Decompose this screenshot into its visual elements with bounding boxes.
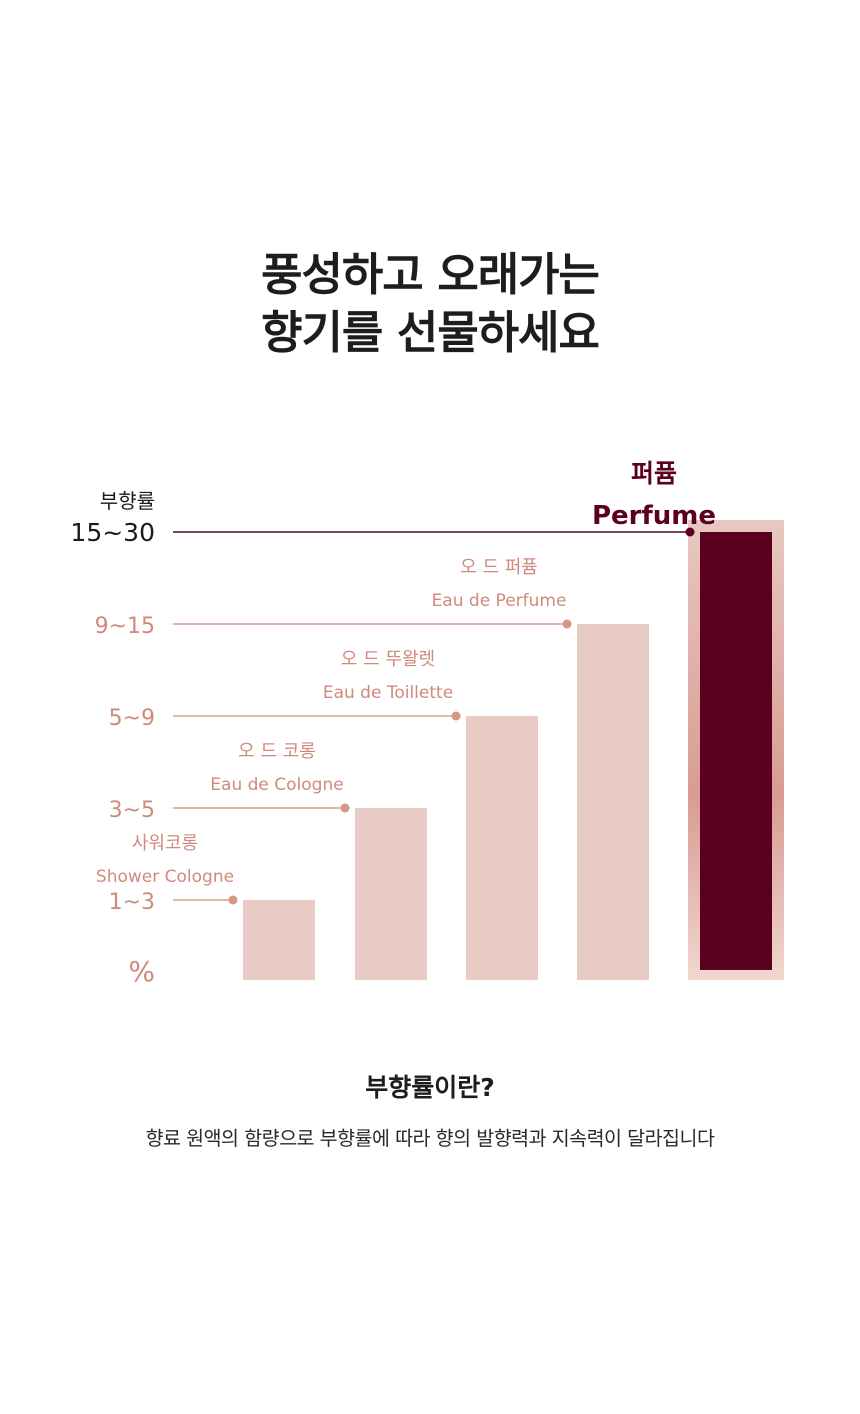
category-label-ko-3: 오 드 퍼퓸 [460,557,538,578]
headline-line-2: 향기를 선물하세요 [261,306,600,359]
tick-label-0: 1~3 [109,890,155,915]
bar-4 [700,532,772,970]
category-label-en-1: Eau de Cologne [210,775,343,795]
headline-line-1: 풍성하고 오래가는 [261,248,600,301]
bar-2 [466,716,538,980]
category-label-ko-4: 퍼퓸 [631,459,677,488]
leader-dot-4 [685,527,695,537]
category-label-ko-1: 오 드 코롱 [238,741,316,762]
tick-label-2: 5~9 [109,706,155,731]
concentration-chart: 부향률 % 1~3 사워코롱 Shower Cologne 3~5 오 드 코롱 Eau … [70,459,784,988]
tick-label-1: 3~5 [109,798,155,823]
bar-1 [355,808,427,980]
leader-dot-3 [562,619,572,629]
leader-dot-1 [340,803,350,813]
tick-label-3: 9~15 [95,614,155,639]
leader-dot-0 [228,895,238,905]
y-axis-title: 부향률 [100,489,155,513]
category-label-en-2: Eau de Toillette [323,683,453,703]
tick-label-4: 15~30 [70,518,155,547]
category-label-en-0: Shower Cologne [96,867,234,887]
bar-3 [577,624,649,980]
chart-marks: 1~3 사워코롱 Shower Cologne 3~5 오 드 코롱 Eau de Col… [70,459,784,980]
footer-description: 향료 원액의 함량으로 부향률에 따라 향의 발향력과 지속력이 달라집니다 [145,1127,715,1150]
headline: 풍성하고 오래가는 향기를 선물하세요 [0,246,860,362]
footer-title: 부향률이란? [365,1073,495,1102]
y-axis-unit: % [128,955,155,988]
category-label-en-4: Perfume [592,501,716,531]
category-label-en-3: Eau de Perfume [432,591,567,611]
category-label-ko-2: 오 드 뚜왈렛 [341,649,435,670]
bar-0 [243,900,315,980]
leader-dot-2 [451,711,461,721]
category-label-ko-0: 사워코롱 [132,833,198,854]
